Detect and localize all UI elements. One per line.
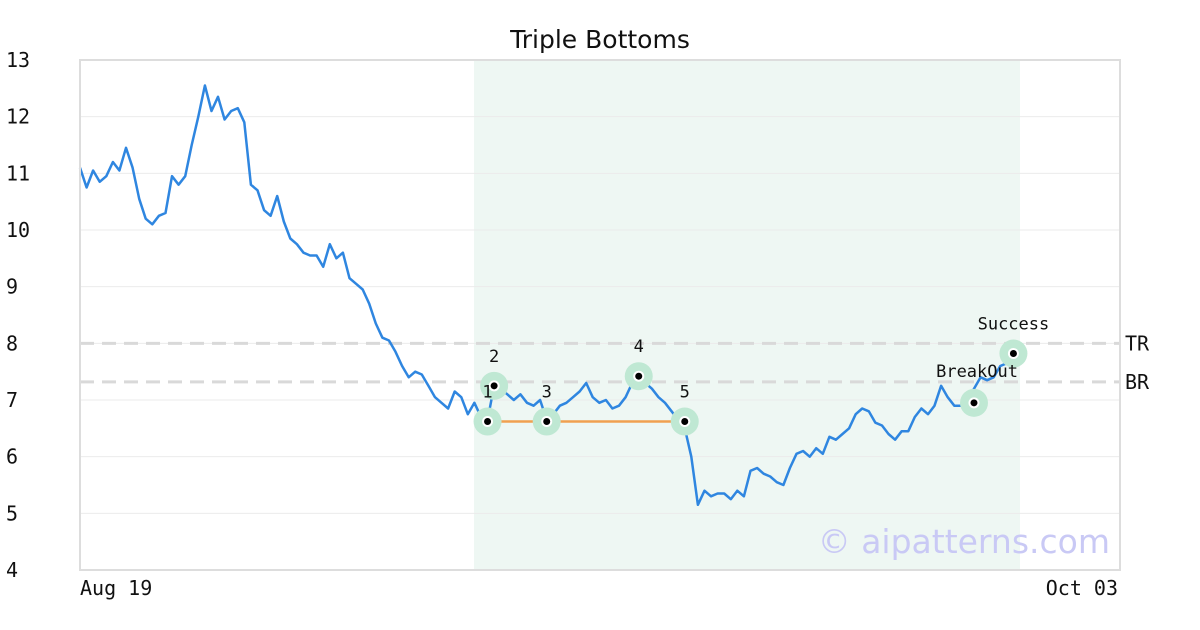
marker-label: 4 xyxy=(634,337,644,357)
plot-frame xyxy=(79,59,1121,571)
y-tick-label: 6 xyxy=(6,445,18,469)
marker-label: BreakOut xyxy=(936,362,1018,382)
marker-dot xyxy=(1009,350,1017,358)
marker-dot xyxy=(970,399,978,407)
y-tick-label: 12 xyxy=(6,105,30,129)
marker-dot xyxy=(635,372,643,380)
pattern-highlight-region xyxy=(473,60,1021,570)
marker-dot xyxy=(484,418,492,426)
y-tick-label: 9 xyxy=(6,275,18,299)
marker-dot xyxy=(543,418,551,426)
level-label-tr: TR xyxy=(1125,331,1150,355)
chart-title: Triple Bottoms xyxy=(509,25,690,54)
y-tick-label: 13 xyxy=(6,48,30,72)
level-label-br: BR xyxy=(1125,370,1150,394)
marker-label: 1 xyxy=(482,383,492,403)
marker-label: Success xyxy=(978,315,1050,335)
y-tick-label: 7 xyxy=(6,388,18,412)
x-tick-label: Aug 19 xyxy=(80,576,152,600)
marker-label: 3 xyxy=(542,383,552,403)
x-tick-label: Oct 03 xyxy=(1046,576,1118,600)
y-tick-label: 4 xyxy=(6,558,18,582)
marker-dot xyxy=(490,382,498,390)
watermark-text: © aipatterns.com xyxy=(818,522,1110,561)
marker-label: 5 xyxy=(680,383,690,403)
marker-dot xyxy=(681,418,689,426)
marker-label: 2 xyxy=(489,347,499,367)
y-tick-label: 11 xyxy=(6,161,30,185)
y-tick-label: 5 xyxy=(6,501,18,525)
y-tick-label: 8 xyxy=(6,331,18,355)
y-tick-label: 10 xyxy=(6,218,30,242)
